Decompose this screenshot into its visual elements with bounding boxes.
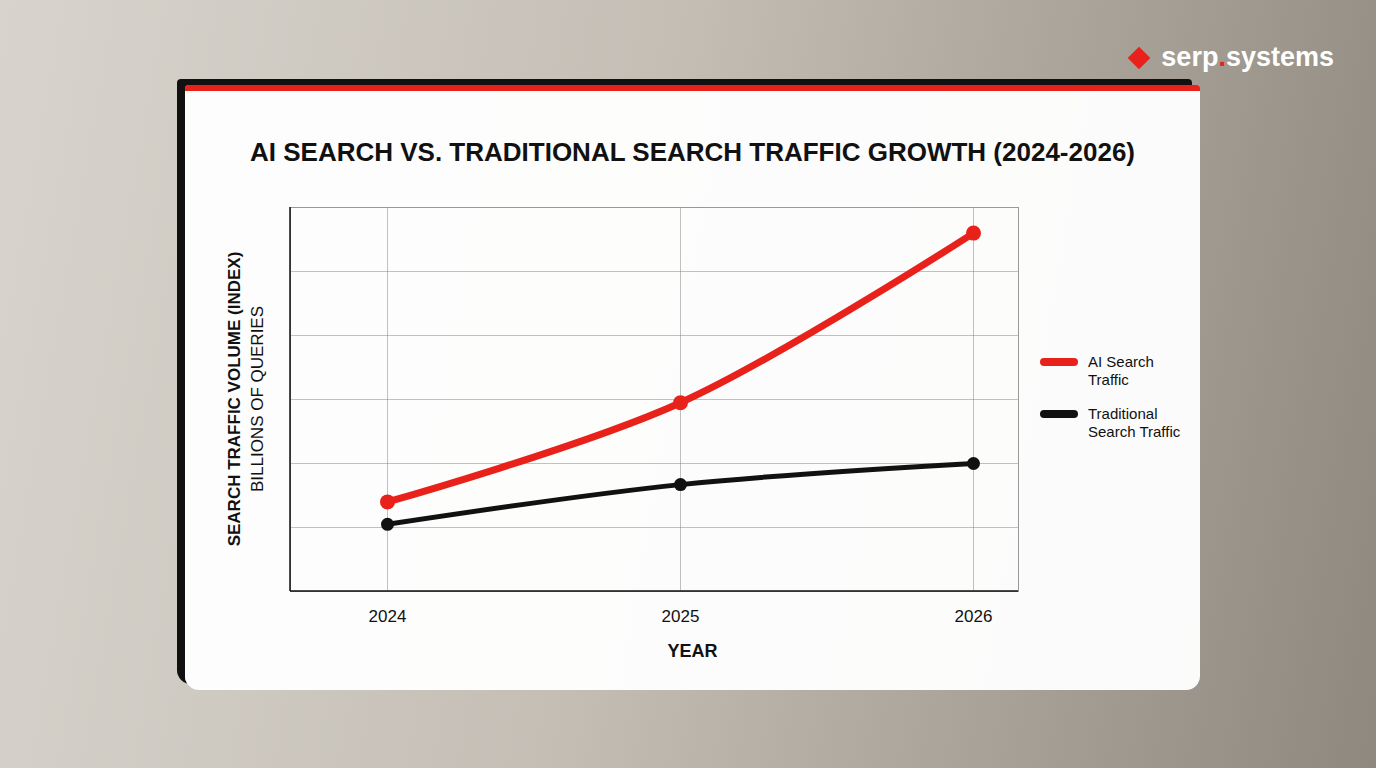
html-text:SEARCH TRAFFIC VOLUME (INDEX): SEARCH TRAFFIC VOLUME (INDEX) [225,251,244,547]
html-text:AI SEARCH VS. TRADITIONAL SEAR: AI SEARCH VS. TRADITIONAL SEARCH TRAFFIC… [250,137,1135,167]
svg-text:2026: 2026 [955,607,993,626]
html-text:AI Search Traffic: AI Search Traffic [1088,353,1154,388]
svg-text:2024: 2024 [369,607,407,626]
html-text:BILLIONS OF QUERIES: BILLIONS OF QUERIES [248,305,267,493]
html-text:YEAR: YEAR [667,641,718,661]
html-text:serp. systems: serp. systems [1161,42,1334,72]
html-text:Traditional Search Traffic: Traditional Search Traffic [1088,405,1181,440]
svg-text:2025: 2025 [662,607,700,626]
